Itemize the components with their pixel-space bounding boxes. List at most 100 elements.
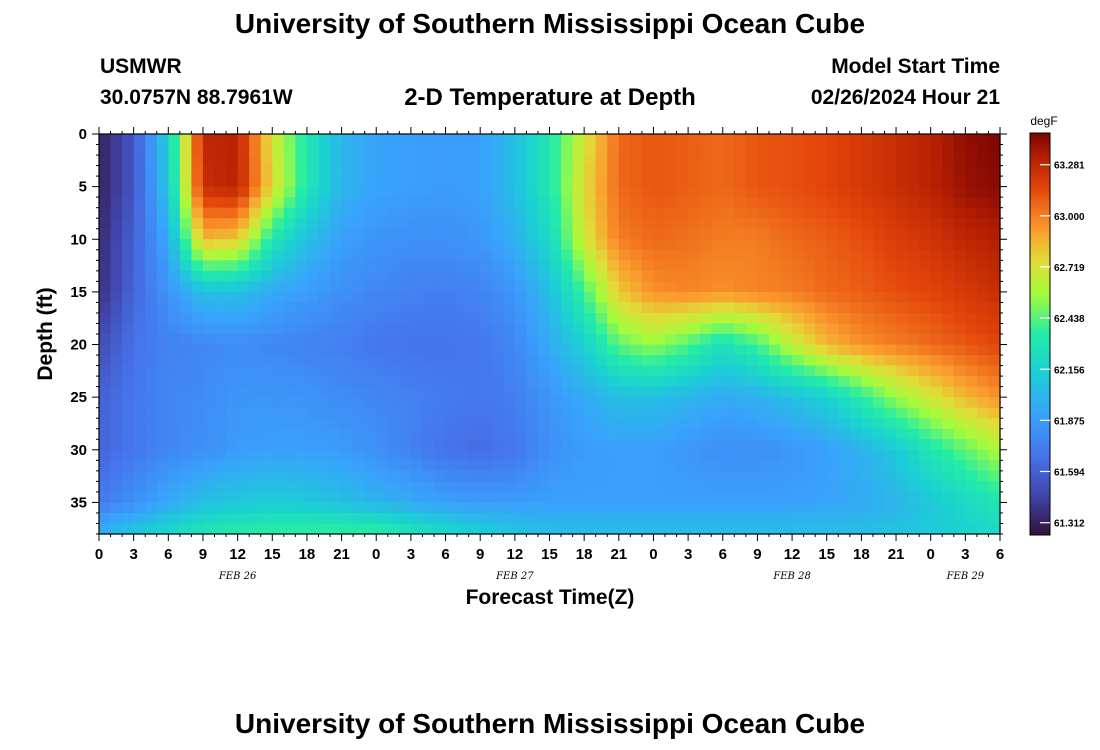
heatmap-cell <box>156 291 169 304</box>
heatmap-cell <box>849 239 862 251</box>
heatmap-cell <box>306 270 320 282</box>
heatmap-cell <box>133 439 146 451</box>
heatmap-cell <box>272 418 285 430</box>
heatmap-cell <box>376 491 389 504</box>
heatmap-cell <box>272 176 285 188</box>
heatmap-cell <box>214 249 227 261</box>
heatmap-cell <box>468 176 481 188</box>
heatmap-cell <box>965 428 978 440</box>
heatmap-cell <box>780 302 793 314</box>
heatmap-cell <box>965 460 978 472</box>
heatmap-cell <box>572 249 585 261</box>
heatmap-cell <box>295 228 308 240</box>
heatmap-cell <box>953 523 966 535</box>
heatmap-cell <box>665 260 678 272</box>
heatmap-cell <box>145 144 158 156</box>
heatmap-cell <box>699 134 712 146</box>
heatmap-cell <box>133 249 146 261</box>
heatmap-cell <box>838 218 851 230</box>
heatmap-cell <box>688 355 701 367</box>
heatmap-cell <box>410 460 424 472</box>
heatmap-cell <box>226 270 239 282</box>
heatmap-cell <box>376 155 389 167</box>
heatmap-cell <box>226 228 239 240</box>
heatmap-cell <box>422 407 435 419</box>
heatmap-cell <box>399 260 412 272</box>
heatmap-cell <box>364 365 377 377</box>
heatmap-cell <box>99 270 112 282</box>
heatmap-cell <box>145 155 158 167</box>
heatmap-cell <box>768 144 782 156</box>
heatmap-cell <box>145 176 158 188</box>
heatmap-cell <box>942 376 955 388</box>
heatmap-cell <box>780 312 793 325</box>
heatmap-cell <box>468 302 481 314</box>
heatmap-cell <box>110 365 123 377</box>
heatmap-cell <box>907 207 920 219</box>
heatmap-cell <box>226 218 239 230</box>
heatmap-cell <box>295 523 308 535</box>
heatmap-cell <box>815 186 828 198</box>
heatmap-cell <box>341 449 354 461</box>
heatmap-cell <box>237 334 250 346</box>
heatmap-cell <box>884 207 897 219</box>
heatmap-cell <box>295 165 308 177</box>
heatmap-cell <box>884 281 897 293</box>
heatmap-cell <box>768 281 782 293</box>
heatmap-cell <box>561 323 574 335</box>
heatmap-cell <box>641 397 655 409</box>
heatmap-cell <box>896 334 909 346</box>
heatmap-cell <box>237 323 250 335</box>
heatmap-cell <box>445 281 458 293</box>
heatmap-cell <box>260 312 273 325</box>
heatmap-cell <box>410 344 424 356</box>
heatmap-cell <box>330 207 343 219</box>
chart-title: University of Southern Mississippi Ocean… <box>234 8 866 39</box>
heatmap-cell <box>503 449 516 461</box>
heatmap-cell <box>757 334 770 346</box>
heatmap-cell <box>988 418 1001 430</box>
heatmap-cell <box>341 165 354 177</box>
heatmap-cell <box>838 491 851 504</box>
heatmap-cell <box>676 418 689 430</box>
heatmap-cell <box>145 165 158 177</box>
heatmap-cell <box>480 207 493 219</box>
heatmap-cell <box>260 207 273 219</box>
heatmap-cell <box>318 523 331 535</box>
heatmap-cell <box>826 428 839 440</box>
heatmap-cell <box>260 407 273 419</box>
heatmap-cell <box>376 407 389 419</box>
heatmap-cell <box>665 365 678 377</box>
heatmap-cell <box>514 502 527 514</box>
heatmap-cell <box>953 312 966 325</box>
heatmap-cell <box>514 312 527 325</box>
heatmap-cell <box>353 418 366 430</box>
heatmap-cell <box>214 481 227 493</box>
heatmap-cell <box>133 165 146 177</box>
heatmap-cell <box>734 323 747 335</box>
heatmap-cell <box>976 197 990 209</box>
heatmap-cell <box>768 376 782 388</box>
heatmap-cell <box>433 165 447 177</box>
heatmap-cell <box>191 460 204 472</box>
heatmap-cell <box>422 355 435 367</box>
heatmap-cell <box>422 323 435 335</box>
x-tick-label: 12 <box>229 546 246 563</box>
heatmap-cell <box>514 334 527 346</box>
heatmap-cell <box>399 197 412 209</box>
x-tick-label: 15 <box>264 546 281 563</box>
heatmap-cell <box>896 270 909 282</box>
y-tick-label: 20 <box>70 337 87 354</box>
heatmap-cell <box>919 260 932 272</box>
heatmap-cell <box>387 470 400 482</box>
heatmap-cell <box>942 386 955 398</box>
heatmap-cell <box>849 186 862 198</box>
heatmap-cell <box>919 312 932 325</box>
heatmap-cell <box>226 186 239 198</box>
heatmap-cell <box>768 176 782 188</box>
heatmap-cell <box>387 197 400 209</box>
heatmap-cell <box>99 439 112 451</box>
heatmap-cell <box>872 376 886 388</box>
heatmap-cell <box>376 291 389 304</box>
heatmap-cell <box>607 470 620 482</box>
